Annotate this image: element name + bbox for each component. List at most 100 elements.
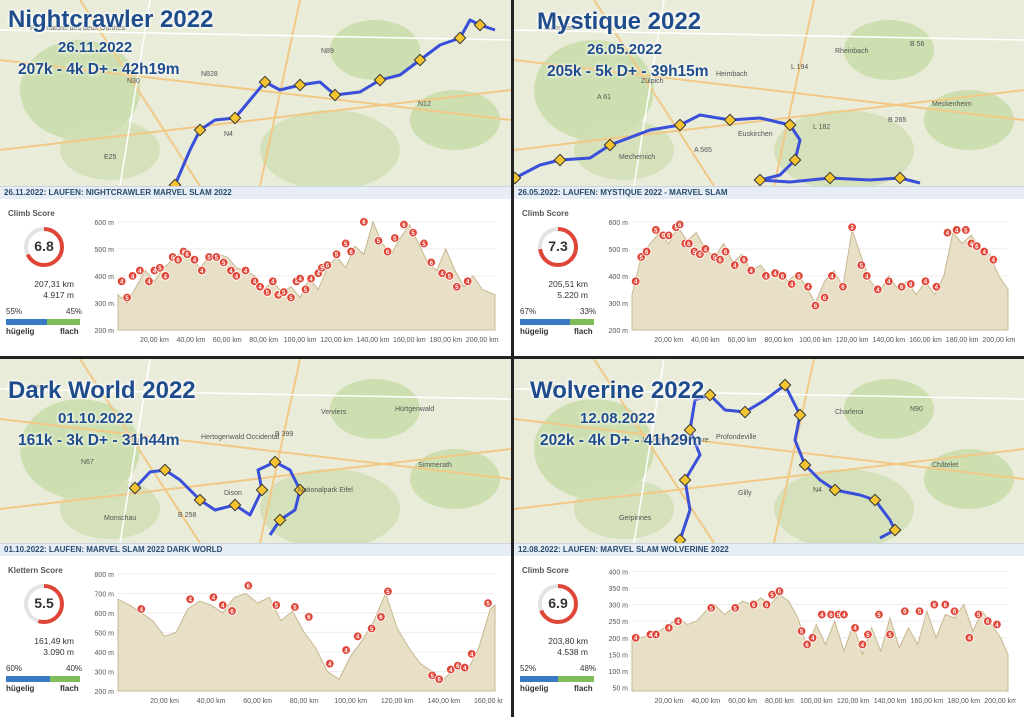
waypoint-marker[interactable] bbox=[798, 458, 812, 472]
climb-marker[interactable] bbox=[827, 271, 837, 281]
waypoint-marker[interactable] bbox=[793, 408, 807, 422]
climb-marker[interactable] bbox=[135, 265, 145, 276]
climb-marker[interactable] bbox=[942, 227, 953, 238]
climb-marker[interactable] bbox=[373, 236, 384, 246]
climb-marker[interactable] bbox=[304, 612, 314, 622]
climb-marker[interactable] bbox=[673, 616, 683, 626]
climb-marker[interactable] bbox=[155, 263, 165, 273]
climb-marker[interactable] bbox=[376, 612, 386, 622]
climb-marker[interactable] bbox=[803, 282, 813, 292]
climb-marker[interactable] bbox=[786, 279, 797, 289]
route-line[interactable] bbox=[514, 113, 921, 185]
climb-marker[interactable] bbox=[208, 592, 219, 602]
waypoint-marker[interactable] bbox=[678, 473, 692, 487]
climb-marker[interactable] bbox=[884, 276, 894, 287]
climb-marker[interactable] bbox=[761, 271, 771, 281]
map-canvas[interactable]: Parc naturel des deux Ourthes N30 N4 N89 N12… bbox=[0, 0, 511, 186]
climb-marker[interactable] bbox=[444, 271, 455, 281]
climb-marker[interactable] bbox=[460, 662, 470, 673]
climb-marker[interactable] bbox=[857, 639, 868, 650]
climb-marker[interactable] bbox=[185, 594, 195, 604]
climb-marker[interactable] bbox=[122, 292, 132, 303]
waypoint-marker[interactable] bbox=[788, 153, 802, 167]
climb-marker[interactable] bbox=[483, 598, 493, 608]
waypoint-marker[interactable] bbox=[603, 138, 617, 152]
climb-marker[interactable] bbox=[983, 616, 993, 626]
climb-marker[interactable] bbox=[664, 623, 674, 633]
climb-marker[interactable] bbox=[856, 260, 866, 270]
climb-marker[interactable] bbox=[427, 670, 437, 681]
climb-marker[interactable] bbox=[774, 586, 785, 596]
climb-marker[interactable] bbox=[862, 271, 872, 281]
climb-marker[interactable] bbox=[240, 265, 251, 276]
climb-marker[interactable] bbox=[973, 609, 984, 620]
waypoint-marker[interactable] bbox=[783, 118, 797, 132]
climb-marker[interactable] bbox=[739, 254, 749, 265]
climb-marker[interactable] bbox=[426, 257, 436, 268]
climb-marker[interactable] bbox=[810, 300, 821, 311]
waypoint-marker[interactable] bbox=[128, 481, 142, 495]
climb-marker[interactable] bbox=[300, 284, 311, 295]
climb-marker[interactable] bbox=[850, 623, 860, 633]
climb-marker[interactable] bbox=[630, 276, 641, 287]
climb-marker[interactable] bbox=[218, 600, 228, 610]
climb-marker[interactable] bbox=[914, 606, 925, 616]
waypoint-marker[interactable] bbox=[828, 483, 842, 497]
waypoint-marker[interactable] bbox=[228, 498, 242, 512]
climb-marker[interactable] bbox=[964, 633, 974, 643]
climb-marker[interactable] bbox=[746, 265, 756, 276]
climb-marker[interactable] bbox=[674, 219, 685, 230]
climb-marker[interactable] bbox=[700, 244, 711, 254]
map-canvas[interactable]: Namur Jemeppe-sur-Sambre Gilly Charleroi Châ… bbox=[514, 359, 1024, 543]
climb-marker[interactable] bbox=[896, 282, 907, 292]
climb-marker[interactable] bbox=[325, 658, 335, 669]
climb-marker[interactable] bbox=[390, 233, 400, 243]
climb-marker[interactable] bbox=[874, 609, 884, 620]
route-map[interactable]: Raeren Eupen Dison Verviers Simmerath Monscha… bbox=[0, 359, 511, 543]
climb-marker[interactable] bbox=[340, 238, 351, 249]
waypoint-marker[interactable] bbox=[413, 53, 427, 67]
climb-marker[interactable] bbox=[839, 609, 849, 620]
elevation-area[interactable] bbox=[631, 593, 1009, 692]
climb-marker[interactable] bbox=[382, 246, 393, 257]
climb-marker[interactable] bbox=[972, 241, 982, 251]
waypoint-marker[interactable] bbox=[168, 178, 182, 186]
climb-marker[interactable] bbox=[173, 254, 183, 265]
climb-marker[interactable] bbox=[231, 271, 242, 281]
waypoint-marker[interactable] bbox=[453, 31, 467, 45]
climb-marker[interactable] bbox=[863, 629, 873, 640]
climb-marker[interactable] bbox=[352, 631, 363, 642]
waypoint-marker[interactable] bbox=[273, 513, 287, 527]
climb-marker[interactable] bbox=[160, 271, 171, 281]
climb-marker[interactable] bbox=[341, 645, 351, 655]
climb-marker[interactable] bbox=[651, 225, 661, 235]
waypoint-marker[interactable] bbox=[673, 533, 687, 543]
climb-marker[interactable] bbox=[794, 271, 804, 281]
climb-marker[interactable] bbox=[802, 639, 812, 650]
climb-marker[interactable] bbox=[730, 260, 740, 270]
climb-marker[interactable] bbox=[462, 276, 473, 287]
climb-marker[interactable] bbox=[720, 246, 731, 257]
climb-marker[interactable] bbox=[346, 246, 356, 257]
climb-marker[interactable] bbox=[218, 257, 229, 268]
waypoint-marker[interactable] bbox=[753, 173, 767, 186]
waypoint-marker[interactable] bbox=[228, 111, 242, 125]
climb-marker[interactable] bbox=[197, 265, 207, 276]
waypoint-marker[interactable] bbox=[738, 405, 752, 419]
elevation-chart[interactable]: 400 m 350 m 300 m 250 m 200 m 150 m 100 m 50 m 2… bbox=[514, 556, 1016, 713]
climb-marker[interactable] bbox=[366, 623, 377, 634]
route-line[interactable] bbox=[133, 460, 302, 536]
climb-marker[interactable] bbox=[268, 276, 278, 287]
climb-marker[interactable] bbox=[182, 249, 192, 259]
climb-marker[interactable] bbox=[931, 282, 942, 292]
climb-marker[interactable] bbox=[988, 254, 999, 265]
climb-marker[interactable] bbox=[817, 609, 827, 620]
climb-marker[interactable] bbox=[920, 276, 931, 287]
waypoint-marker[interactable] bbox=[193, 493, 207, 507]
climb-marker[interactable] bbox=[227, 606, 237, 616]
waypoint-marker[interactable] bbox=[703, 388, 717, 402]
waypoint-marker[interactable] bbox=[193, 123, 207, 137]
climb-marker[interactable] bbox=[383, 586, 393, 597]
climb-marker[interactable] bbox=[847, 222, 857, 232]
climb-marker[interactable] bbox=[290, 602, 300, 612]
